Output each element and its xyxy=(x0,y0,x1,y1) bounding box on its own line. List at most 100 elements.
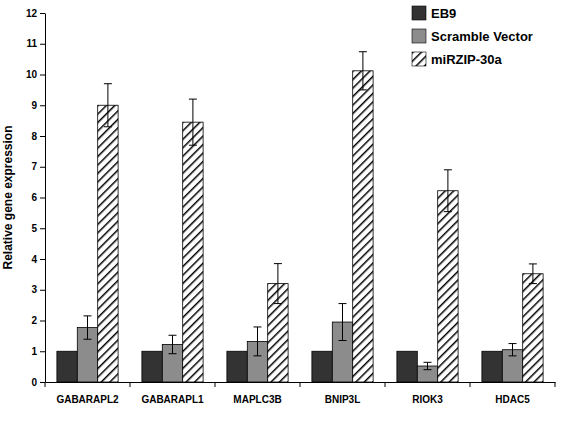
error-bar-cap xyxy=(339,340,347,341)
x-tick: MAPLC3B xyxy=(233,382,281,405)
error-bar-cap xyxy=(254,355,262,356)
error-bar-stem xyxy=(172,335,173,353)
y-tick-mark xyxy=(40,198,45,199)
y-tick: 4 xyxy=(31,254,45,265)
error-bar-cap xyxy=(274,303,282,304)
y-tick-label: 2 xyxy=(31,315,37,326)
error-bar-cap xyxy=(359,51,367,52)
y-tick: 2 xyxy=(31,315,45,326)
error-bar-cap xyxy=(509,343,517,344)
y-tick-mark xyxy=(40,75,45,76)
y-tick-label: 0 xyxy=(31,377,37,388)
y-tick-label: 7 xyxy=(31,161,37,172)
y-tick-label: 5 xyxy=(31,223,37,234)
error-bar-cap xyxy=(104,126,112,127)
y-tick: 8 xyxy=(31,131,45,142)
y-tick-mark xyxy=(40,321,45,322)
y-tick: 12 xyxy=(26,8,45,19)
y-tick-mark xyxy=(40,105,45,106)
y-tick: 0 xyxy=(31,377,45,388)
y-tick-label: 6 xyxy=(31,192,37,203)
y-tick-label: 1 xyxy=(31,346,37,357)
error-bar-cap xyxy=(104,83,112,84)
y-tick: 5 xyxy=(31,223,45,234)
legend-swatch xyxy=(412,52,426,66)
x-tick-label: BNIP3L xyxy=(325,394,361,405)
y-tick-mark xyxy=(40,167,45,168)
bars xyxy=(57,52,543,382)
legend-swatch xyxy=(412,6,426,20)
x-tick: BNIP3L xyxy=(325,382,361,405)
error-bar xyxy=(359,52,367,90)
y-tick-mark xyxy=(40,228,45,229)
error-bar-cap xyxy=(424,362,432,363)
x-axis: GABARAPL2GABARAPL1MAPLC3BBNIP3LRIOK3HDAC… xyxy=(45,382,556,405)
bar xyxy=(227,351,247,382)
legend-label: Scramble Vector xyxy=(431,29,533,44)
error-bar-cap xyxy=(254,326,262,327)
error-bar-stem xyxy=(362,52,363,90)
x-tick: GABARAPL2 xyxy=(56,382,119,405)
bar xyxy=(353,71,373,382)
bar xyxy=(523,274,543,382)
y-tick-mark xyxy=(40,351,45,352)
error-bar xyxy=(339,304,347,341)
error-bar-cap xyxy=(274,263,282,264)
legend-label: miRZIP-30a xyxy=(431,52,503,67)
y-tick-label: 9 xyxy=(31,100,37,111)
x-separator xyxy=(300,382,301,387)
error-bar-cap xyxy=(509,355,517,356)
error-bar-stem xyxy=(87,316,88,339)
y-tick-mark xyxy=(40,44,45,45)
error-bar xyxy=(444,170,452,212)
y-tick-mark xyxy=(40,136,45,137)
x-separator xyxy=(215,382,216,387)
x-tick-label: RIOK3 xyxy=(412,394,443,405)
error-bar xyxy=(169,335,177,353)
x-tick: RIOK3 xyxy=(412,382,443,405)
error-bar-cap xyxy=(359,89,367,90)
x-separator xyxy=(470,382,471,387)
error-bar xyxy=(274,264,282,304)
error-bar xyxy=(104,84,112,127)
legend-swatch xyxy=(412,29,426,43)
error-bar-cap xyxy=(529,263,537,264)
x-separator xyxy=(555,382,556,387)
y-axis-title: Relative gene expression xyxy=(1,125,15,269)
error-bar-cap xyxy=(189,145,197,146)
error-bar xyxy=(424,362,432,369)
error-bar xyxy=(84,316,92,339)
error-bar xyxy=(509,344,517,356)
error-bar-cap xyxy=(84,315,92,316)
bar xyxy=(98,105,118,382)
y-tick: 11 xyxy=(26,38,45,49)
error-bar-stem xyxy=(277,264,278,304)
error-bar-cap xyxy=(189,99,197,100)
y-tick-mark xyxy=(40,290,45,291)
y-tick-label: 10 xyxy=(26,69,38,80)
legend-item: EB9 xyxy=(412,6,456,21)
plot: 0123456789101112GABARAPL2GABARAPL1MAPLC3… xyxy=(26,8,556,405)
chart: 0123456789101112GABARAPL2GABARAPL1MAPLC3… xyxy=(0,0,563,422)
legend-item: miRZIP-30a xyxy=(412,52,503,67)
legend-item: Scramble Vector xyxy=(412,29,533,44)
bar xyxy=(183,122,203,382)
bar xyxy=(142,351,162,382)
y-axis-line xyxy=(45,14,46,383)
bar xyxy=(482,351,502,382)
y-axis: 0123456789101112 xyxy=(26,8,46,388)
error-bar-stem xyxy=(107,84,108,127)
x-tick-label: MAPLC3B xyxy=(233,394,281,405)
legend-label: EB9 xyxy=(431,6,456,21)
y-tick: 3 xyxy=(31,284,45,295)
error-bar-stem xyxy=(512,344,513,356)
error-bar-cap xyxy=(339,303,347,304)
error-bar-cap xyxy=(444,211,452,212)
error-bar-cap xyxy=(169,335,177,336)
y-tick: 7 xyxy=(31,161,45,172)
error-bar-stem xyxy=(427,362,428,369)
y-tick-mark xyxy=(40,382,45,383)
error-bar-stem xyxy=(192,99,193,145)
error-bar-cap xyxy=(424,369,432,370)
x-tick-label: HDAC5 xyxy=(495,394,530,405)
